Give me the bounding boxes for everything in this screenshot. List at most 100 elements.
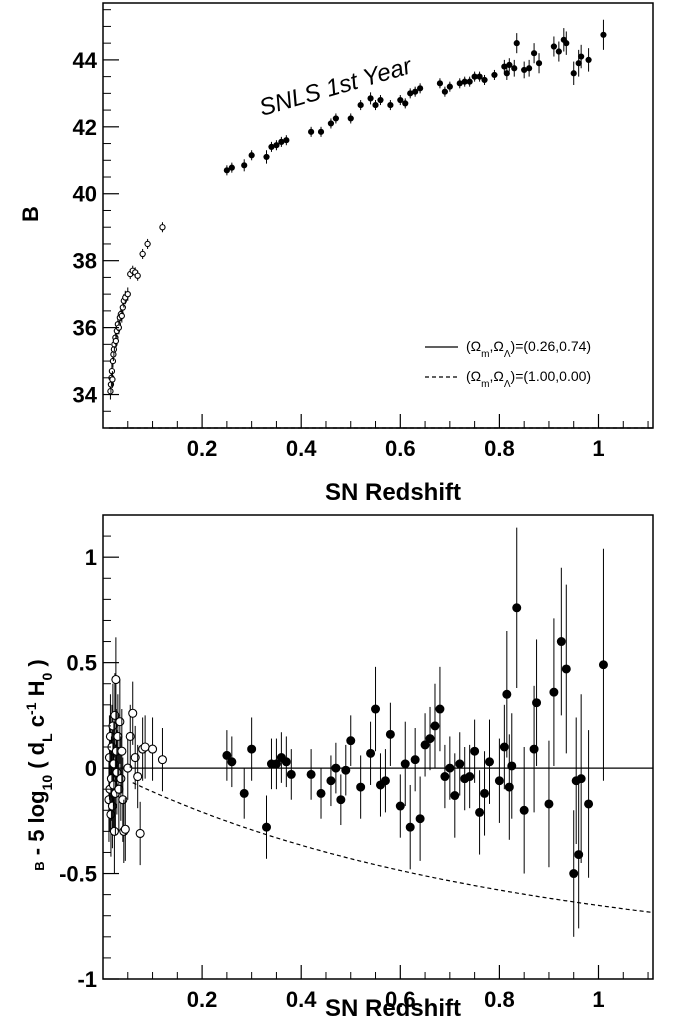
top-data-point-filled — [481, 76, 488, 84]
top-data-point-filled — [332, 115, 339, 122]
top-data-point-filled — [283, 137, 290, 144]
top-data-point-filled — [491, 71, 498, 79]
top-data-point-filled — [446, 83, 453, 90]
top-data-point-filled — [278, 138, 285, 145]
bottom-x-tick-label: 1 — [592, 987, 604, 1012]
top-x-tick-label: 0.8 — [484, 436, 515, 461]
bottom-data-point-open — [120, 824, 130, 834]
top-data-point-filled — [441, 88, 448, 95]
top-data-point-filled — [575, 60, 582, 67]
top-data-point-filled — [367, 95, 374, 102]
bottom-data-point-filled — [380, 776, 390, 786]
top-data-point-filled — [268, 143, 275, 150]
bottom-plot-frame — [102, 514, 654, 980]
bottom-data-point-open — [109, 826, 119, 836]
residual-curve-dashed — [132, 782, 654, 914]
top-data-point-filled — [476, 73, 483, 80]
bottom-data-point-filled — [544, 799, 554, 809]
bottom-data-point-open — [140, 742, 150, 752]
bottom-x-tick-label: 0.6 — [385, 987, 416, 1012]
bottom-data-point-open — [110, 710, 120, 720]
bottom-data-point-filled — [420, 740, 430, 750]
top-data-point-filled — [563, 40, 570, 47]
top-data-point-filled — [555, 48, 562, 55]
top-data-point-filled — [228, 164, 235, 171]
bottom-x-axis-title: SN Redshift — [325, 995, 461, 1021]
top-data-point-open — [134, 272, 141, 279]
bottom-data-point-filled — [262, 822, 272, 832]
top-data-point-filled — [377, 96, 384, 104]
top-data-point-filled — [530, 50, 538, 57]
top-data-point-filled — [521, 66, 528, 74]
top-data-point-filled — [317, 128, 325, 135]
top-x-tick-label: 0.6 — [385, 436, 416, 461]
bottom-data-point-filled — [405, 822, 415, 832]
top-data-point-filled — [526, 65, 533, 72]
bottom-data-point-filled — [450, 791, 460, 801]
bottom-data-point-filled — [569, 869, 579, 879]
bottom-data-point-filled — [281, 757, 291, 767]
top-x-axis-title: SN Redshift — [325, 479, 461, 506]
top-plot-frame — [102, 2, 654, 429]
bottom-data-point-filled — [346, 736, 356, 746]
top-data-point-filled — [397, 96, 404, 104]
top-y-tick-label: 34 — [73, 383, 98, 408]
bottom-ticks-layer: 0.2 0.4 0.6 0.8 1 -1 -0.5 0 0.5 1 — [59, 535, 649, 1012]
top-data-point-filled — [501, 63, 508, 70]
top-data-point-filled — [511, 65, 518, 72]
top-data-point-open — [119, 304, 126, 311]
bottom-data-point-filled — [239, 788, 249, 798]
top-data-point-filled — [550, 43, 558, 50]
top-data-point-filled — [308, 128, 315, 135]
bottom-data-point-filled — [507, 761, 517, 771]
legend-entry-label: (Ωm,ΩΛ)=(1.00,0.00) — [466, 368, 591, 390]
bottom-data-point-filled — [341, 765, 351, 775]
bottom-data-point-filled — [556, 637, 566, 647]
bottom-data-point-filled — [331, 763, 341, 773]
top-data-point-filled — [417, 85, 424, 92]
top-y-axis-title: B — [18, 206, 43, 222]
top-y-tick-label: 44 — [73, 48, 98, 73]
legend-entry-label: (Ωm,ΩΛ)=(0.26,0.74) — [466, 338, 591, 360]
top-data-point-filled — [456, 80, 463, 87]
bottom-data-point-filled — [247, 744, 257, 754]
top-data-point-open — [118, 312, 125, 320]
bottom-data-point-filled — [502, 689, 512, 699]
bottom-data-point-filled — [400, 759, 410, 769]
bottom-data-point-open — [128, 708, 138, 718]
bottom-data-point-filled — [445, 763, 455, 773]
bottom-data-point-filled — [326, 776, 336, 786]
top-data-point-filled — [436, 80, 444, 87]
bottom-data-point-open — [133, 771, 143, 782]
top-data-point-open — [112, 337, 120, 345]
top-x-tick-label: 0.2 — [187, 436, 218, 461]
bottom-data-point-filled — [385, 729, 395, 739]
bottom-panel: 0.2 0.4 0.6 0.8 1 -1 -0.5 0 0.5 1 SN Redshift B -… — [23, 514, 654, 1021]
top-data-point-filled — [357, 101, 364, 109]
top-data-point-filled — [248, 152, 255, 159]
top-y-tick-label: 38 — [73, 249, 97, 274]
top-data-point-filled — [535, 60, 543, 67]
bottom-data-point-filled — [480, 788, 490, 798]
top-data-point-filled — [600, 31, 607, 38]
bottom-data-point-filled — [395, 801, 405, 811]
bottom-data-point-filled — [519, 805, 529, 815]
bottom-x-tick-label: 0.2 — [187, 987, 218, 1012]
bottom-data-point-filled — [465, 772, 475, 782]
top-data-point-filled — [347, 115, 354, 122]
bottom-data-point-filled — [227, 757, 237, 767]
top-y-tick-label: 42 — [73, 115, 97, 140]
top-data-point-filled — [471, 73, 478, 80]
top-ticks-layer: 0.2 0.4 0.6 0.8 1 34 36 38 40 42 44 — [73, 9, 649, 461]
top-data-point-open — [139, 250, 146, 258]
top-data-point-filled — [578, 53, 585, 60]
top-y-tick-label: 36 — [73, 316, 97, 341]
top-data-point-filled — [327, 120, 335, 127]
top-data-point-filled — [412, 88, 419, 95]
top-data-point-filled — [273, 142, 280, 149]
bottom-data-point-filled — [271, 759, 281, 769]
bottom-data-point-filled — [286, 769, 296, 779]
top-data-point-filled — [503, 70, 510, 77]
bottom-y-tick-label: -1 — [77, 967, 97, 992]
bottom-data-point-open — [135, 828, 145, 839]
